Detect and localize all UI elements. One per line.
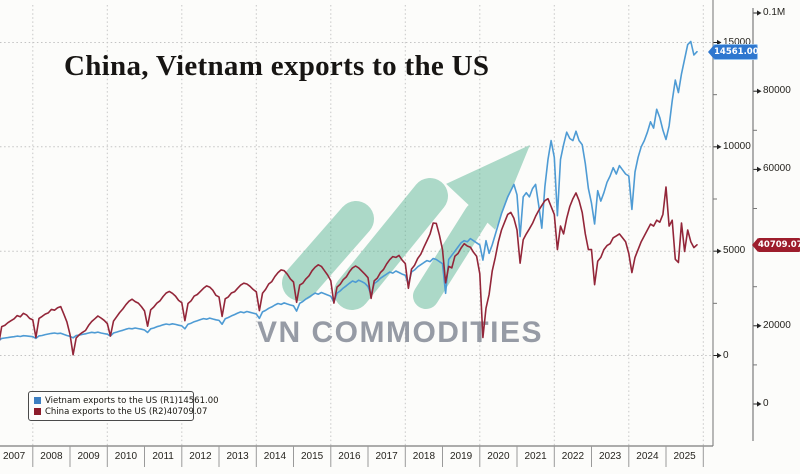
x-tick-label: 2023 [599, 451, 622, 462]
x-tick-label: 2024 [636, 451, 659, 462]
x-tick-label: 2022 [561, 451, 585, 462]
legend-item-vietnam: Vietnam exports to the US (R1) 14561.00 [34, 395, 219, 406]
x-tick-label: 2015 [301, 451, 324, 462]
china-series-line [0, 186, 698, 356]
legend-item-china: China exports to the US (R2) 40709.07 [34, 406, 207, 417]
x-tick-label: 2007 [3, 451, 26, 462]
vietnam-series-line [0, 40, 698, 341]
legend-label: Vietnam exports to the US (R1) [45, 395, 178, 406]
china-last-price-badge: 40709.07 [752, 238, 800, 252]
r2-tick-label: 0.1M [763, 7, 786, 18]
r1-tick-label: 10000 [723, 140, 751, 152]
chart-title: China, Vietnam exports to the US [64, 50, 490, 82]
r1-tick-label: 5000 [723, 245, 746, 257]
r1-tick-label: 15000 [723, 36, 751, 48]
x-tick-label: 2018 [412, 451, 436, 462]
r1-tick-label: 0 [723, 349, 729, 361]
x-tick-label: 2016 [338, 451, 361, 462]
r2-tick-label: 20000 [763, 319, 791, 331]
vietnam-series-swatch-icon [34, 397, 41, 404]
x-tick-label: 2010 [114, 451, 138, 462]
x-tick-label: 2008 [40, 451, 63, 462]
x-tick-label: 2019 [450, 451, 473, 462]
legend-value: 14561.00 [177, 395, 219, 406]
chart-legend: Vietnam exports to the US (R1) 14561.00 … [28, 391, 219, 421]
legend-label: China exports to the US (R2) [45, 406, 167, 417]
r2-tick-label: 80000 [763, 85, 791, 97]
legend-value: 40709.07 [166, 406, 208, 417]
watermark-text: VN COMMODITIES [256, 316, 543, 349]
x-tick-label: 2009 [77, 451, 100, 462]
x-tick-label: 2011 [152, 451, 174, 462]
r2-tick-label: 0 [763, 398, 769, 409]
x-tick-label: 2021 [524, 451, 547, 462]
x-tick-label: 2017 [375, 451, 398, 462]
x-tick-label: 2020 [487, 451, 510, 462]
x-tick-label: 2012 [189, 451, 212, 462]
x-tick-label: 2025 [673, 451, 696, 462]
r2-tick-label: 60000 [763, 163, 791, 175]
x-tick-label: 2013 [226, 451, 249, 462]
vietnam-last-price-badge: 14561.00 [708, 45, 759, 59]
china-series-swatch-icon [34, 408, 41, 415]
x-tick-label: 2014 [263, 451, 287, 462]
